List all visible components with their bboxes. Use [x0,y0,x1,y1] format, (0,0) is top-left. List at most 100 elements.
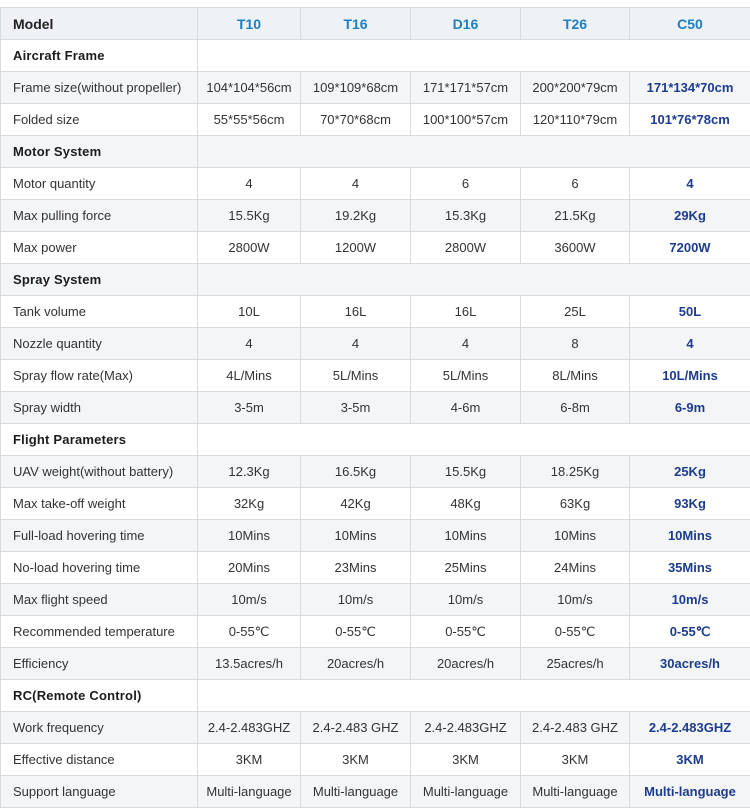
spec-row-support-language: Support language Multi-language Multi-lang… [0,775,750,808]
spec-label-frame-size-without-propeller: Frame size(without propeller) [0,71,198,104]
spec-label-max-take-off-weight: Max take-off weight [0,487,198,520]
spec-value-work-frequency-col1: 2.4-2.483GHZ [197,711,301,744]
section-title-spray-system: Spray System [0,263,198,296]
spec-value-work-frequency-col2: 2.4-2.483 GHZ [300,711,411,744]
spec-value-work-frequency-col5: 2.4-2.483GHZ [629,711,750,744]
spec-value-efficiency-col3: 20acres/h [410,647,521,680]
spec-value-max-pulling-force-col1: 15.5Kg [197,199,301,232]
spec-row-spray-flow-rate-max: Spray flow rate(Max) 4L/Mins 5L/Mins 5L/Min… [0,359,750,392]
spec-label-no-load-hovering-time: No-load hovering time [0,551,198,584]
spec-value-uav-weight-without-battery-col3: 15.5Kg [410,455,521,488]
spec-row-full-load-hovering-time: Full-load hovering time 10Mins 10Mins 10Min… [0,519,750,552]
spec-row-nozzle-quantity: Nozzle quantity 4 4 4 8 4 [0,327,750,360]
spec-row-efficiency: Efficiency 13.5acres/h 20acres/h 20acres/h 2… [0,647,750,680]
spec-value-efficiency-col4: 25acres/h [520,647,630,680]
spec-value-spray-width-col1: 3-5m [197,391,301,424]
spec-value-tank-volume-col2: 16L [300,295,411,328]
spec-value-nozzle-quantity-col3: 4 [410,327,521,360]
spec-value-efficiency-col2: 20acres/h [300,647,411,680]
model-column-header-t16: T16 [300,7,411,40]
spec-value-max-flight-speed-col3: 10m/s [410,583,521,616]
spec-value-no-load-hovering-time-col2: 23Mins [300,551,411,584]
spec-value-work-frequency-col3: 2.4-2.483GHZ [410,711,521,744]
spec-value-frame-size-without-propeller-col1: 104*104*56cm [197,71,301,104]
model-column-header-t26: T26 [520,7,630,40]
spec-label-effective-distance: Effective distance [0,743,198,776]
spec-value-motor-quantity-col2: 4 [300,167,411,200]
spec-value-frame-size-without-propeller-col3: 171*171*57cm [410,71,521,104]
spec-label-full-load-hovering-time: Full-load hovering time [0,519,198,552]
section-spacer-cell [197,679,750,712]
spec-value-nozzle-quantity-col4: 8 [520,327,630,360]
spec-value-tank-volume-col3: 16L [410,295,521,328]
spec-label-spray-width: Spray width [0,391,198,424]
spec-row-effective-distance: Effective distance 3KM 3KM 3KM 3KM 3KM [0,743,750,776]
spec-value-support-language-col3: Multi-language [410,775,521,808]
spec-row-spray-width: Spray width 3-5m 3-5m 4-6m 6-8m 6-9m [0,391,750,424]
spec-value-spray-flow-rate-max-col5: 10L/Mins [629,359,750,392]
spec-label-tank-volume: Tank volume [0,295,198,328]
model-column-header-t10: T10 [197,7,301,40]
section-row-aircraft-frame: Aircraft Frame [0,39,750,72]
spec-value-recommended-temperature-col4: 0-55℃ [520,615,630,648]
spec-label-efficiency: Efficiency [0,647,198,680]
spec-value-max-take-off-weight-col3: 48Kg [410,487,521,520]
spec-value-support-language-col4: Multi-language [520,775,630,808]
drone-spec-comparison-table: Model T10 T16 D16 T26 C50 Aircraft Frame Frame … [0,7,750,808]
section-title-aircraft-frame: Aircraft Frame [0,39,198,72]
spec-value-spray-flow-rate-max-col3: 5L/Mins [410,359,521,392]
spec-value-max-power-col5: 7200W [629,231,750,264]
spec-value-spray-flow-rate-max-col1: 4L/Mins [197,359,301,392]
spec-value-no-load-hovering-time-col4: 24Mins [520,551,630,584]
spec-value-folded-size-col4: 120*110*79cm [520,103,630,136]
spec-value-max-power-col3: 2800W [410,231,521,264]
spec-label-support-language: Support language [0,775,198,808]
spec-value-no-load-hovering-time-col5: 35Mins [629,551,750,584]
spec-row-max-flight-speed: Max flight speed 10m/s 10m/s 10m/s 10m/s 10m/… [0,583,750,616]
spec-value-efficiency-col1: 13.5acres/h [197,647,301,680]
spec-value-full-load-hovering-time-col5: 10Mins [629,519,750,552]
spec-row-max-take-off-weight: Max take-off weight 32Kg 42Kg 48Kg 63Kg 93Kg [0,487,750,520]
spec-label-motor-quantity: Motor quantity [0,167,198,200]
spec-value-full-load-hovering-time-col1: 10Mins [197,519,301,552]
spec-value-effective-distance-col5: 3KM [629,743,750,776]
spec-row-work-frequency: Work frequency 2.4-2.483GHZ 2.4-2.483 GHZ 2… [0,711,750,744]
spec-label-work-frequency: Work frequency [0,711,198,744]
section-spacer-cell [197,423,750,456]
spec-value-nozzle-quantity-col5: 4 [629,327,750,360]
spec-value-max-take-off-weight-col5: 93Kg [629,487,750,520]
spec-value-work-frequency-col4: 2.4-2.483 GHZ [520,711,630,744]
spec-value-uav-weight-without-battery-col2: 16.5Kg [300,455,411,488]
spec-value-support-language-col5: Multi-language [629,775,750,808]
spec-row-tank-volume: Tank volume 10L 16L 16L 25L 50L [0,295,750,328]
section-title-motor-system: Motor System [0,135,198,168]
spec-label-spray-flow-rate-max: Spray flow rate(Max) [0,359,198,392]
spec-row-recommended-temperature: Recommended temperature 0-55℃ 0-55℃ 0-55℃ 0-… [0,615,750,648]
spec-value-max-power-col2: 1200W [300,231,411,264]
spec-value-motor-quantity-col3: 6 [410,167,521,200]
spec-value-uav-weight-without-battery-col4: 18.25Kg [520,455,630,488]
model-column-header-c50: C50 [629,7,750,40]
spec-value-full-load-hovering-time-col3: 10Mins [410,519,521,552]
section-title-flight-parameters: Flight Parameters [0,423,198,456]
spec-value-max-pulling-force-col4: 21.5Kg [520,199,630,232]
spec-value-max-take-off-weight-col1: 32Kg [197,487,301,520]
spec-value-frame-size-without-propeller-col5: 171*134*70cm [629,71,750,104]
spec-row-frame-size-without-propeller: Frame size(without propeller) 104*104*56c… [0,71,750,104]
spec-value-uav-weight-without-battery-col1: 12.3Kg [197,455,301,488]
spec-value-max-flight-speed-col5: 10m/s [629,583,750,616]
spec-value-max-take-off-weight-col4: 63Kg [520,487,630,520]
spec-value-motor-quantity-col1: 4 [197,167,301,200]
model-column-header-d16: D16 [410,7,521,40]
spec-value-max-flight-speed-col1: 10m/s [197,583,301,616]
spec-value-max-power-col4: 3600W [520,231,630,264]
model-header-row: Model T10 T16 D16 T26 C50 [0,7,750,40]
spec-row-uav-weight-without-battery: UAV weight(without battery) 12.3Kg 16.5Kg 1… [0,455,750,488]
section-spacer-cell [197,263,750,296]
spec-value-spray-width-col2: 3-5m [300,391,411,424]
section-spacer-cell [197,39,750,72]
spec-value-efficiency-col5: 30acres/h [629,647,750,680]
spec-value-support-language-col1: Multi-language [197,775,301,808]
spec-label-recommended-temperature: Recommended temperature [0,615,198,648]
spec-label-nozzle-quantity: Nozzle quantity [0,327,198,360]
